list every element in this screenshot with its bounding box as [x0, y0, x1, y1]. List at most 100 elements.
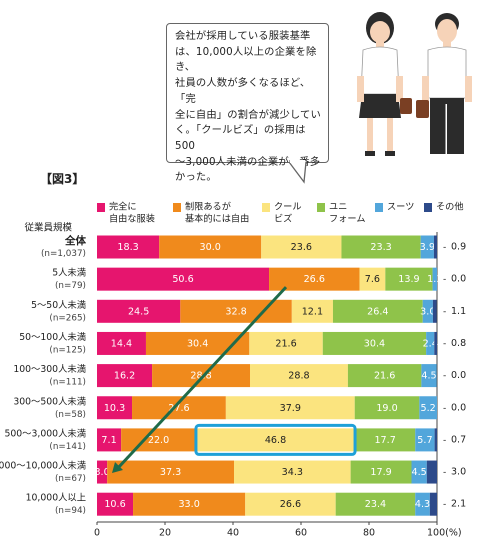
- bar-segment: [429, 492, 437, 516]
- highlight-box: [194, 423, 357, 456]
- data-label: 10.6: [104, 499, 125, 510]
- bar-segment: [245, 492, 336, 516]
- bar-segment: [354, 396, 420, 420]
- data-label: 0.0: [451, 274, 466, 285]
- bar-segment: [355, 428, 416, 452]
- category-label: 5～50人未満: [31, 299, 86, 311]
- bar-segment: [421, 364, 437, 388]
- trend-arrow-line: [115, 286, 288, 471]
- bar-segment: [415, 428, 435, 452]
- data-label: 18.3: [117, 242, 138, 253]
- data-label: 0.0: [451, 370, 466, 381]
- category-label: 全体: [64, 234, 86, 247]
- bar-segment: [341, 235, 421, 259]
- leader-dash: -: [443, 339, 446, 349]
- row-axis-title: 従業員規模: [24, 222, 72, 234]
- bar-segment: [434, 428, 437, 452]
- category-label: 500～3,000人未満: [4, 427, 86, 439]
- data-label: 33.0: [178, 499, 199, 510]
- bar-segment: [269, 267, 360, 291]
- bar-segment: [432, 267, 437, 291]
- data-label: 34.3: [282, 467, 303, 478]
- data-label: 4.5: [412, 467, 427, 478]
- data-label: 3.9: [420, 242, 435, 253]
- legend-label: クール: [274, 202, 302, 213]
- data-label: 10.3: [104, 403, 125, 414]
- bar-segment: [432, 299, 437, 323]
- data-label: 0.0: [451, 402, 466, 413]
- category-n-label: (n=1,037): [41, 249, 86, 259]
- data-label: 1.3: [427, 274, 442, 285]
- bar-segment: [225, 396, 355, 420]
- bar-segment: [97, 364, 153, 388]
- x-tick-label: 80: [363, 528, 375, 539]
- bar-segment: [415, 492, 430, 516]
- data-label: 17.9: [370, 467, 391, 478]
- callout-line: 会社が採用している服装基準: [175, 30, 311, 42]
- category-label: 10,000人以上: [26, 493, 86, 504]
- category-n-label: (n=67): [55, 474, 86, 484]
- data-label: 4.3: [415, 499, 430, 510]
- bar-segment: [152, 364, 250, 388]
- bar-segment: [97, 331, 146, 355]
- data-label: 16.2: [114, 371, 135, 382]
- male-worker-illustration: [416, 13, 472, 154]
- bar-segment: [426, 460, 437, 484]
- category-n-label: (n=94): [55, 506, 86, 516]
- bar-segment: [332, 299, 423, 323]
- data-label: 23.4: [365, 499, 386, 510]
- legend-label: スーツ: [387, 202, 414, 213]
- bar-segment: [420, 235, 434, 259]
- callout-line: ～3,000人未満の企業が一番多: [175, 155, 321, 168]
- bar-segment: [97, 267, 270, 291]
- category-n-label: (n=111): [49, 378, 86, 388]
- category-n-label: (n=141): [49, 442, 86, 452]
- legend-label: ビズ: [274, 213, 292, 225]
- bar-segment: [291, 299, 333, 323]
- data-label: 19.0: [376, 403, 397, 414]
- bar-segment: [97, 460, 108, 484]
- bar-segment: [234, 460, 351, 484]
- x-tick-label: 40: [227, 528, 239, 539]
- data-label: 30.4: [364, 338, 385, 349]
- trend-arrowhead: [112, 462, 123, 474]
- data-label: 32.8: [225, 306, 246, 317]
- category-label: 3,000～10,000人未満: [0, 460, 86, 472]
- data-label: 12.1: [302, 306, 323, 317]
- legend-swatch: [262, 203, 270, 212]
- category-label: 5人未満: [52, 267, 86, 279]
- data-label: 30.0: [200, 242, 221, 253]
- data-label: 7.1: [101, 435, 116, 446]
- data-label: 5.2: [421, 403, 436, 414]
- bar-segment: [97, 492, 134, 516]
- data-label: 3.0: [94, 467, 109, 478]
- data-label: 0.9: [451, 242, 466, 253]
- data-label: 3.0: [451, 467, 466, 478]
- callout-line: は、10,000人以上の企業を除き、: [175, 45, 317, 74]
- data-label: 24.5: [128, 306, 149, 317]
- female-worker-illustration: [357, 12, 412, 156]
- x-tick-label: 0: [94, 528, 100, 539]
- legend-swatch: [375, 203, 383, 212]
- bar-segment: [97, 396, 133, 420]
- legend-label: 制限あるが: [185, 201, 231, 213]
- data-label: 23.3: [370, 242, 391, 253]
- leader-dash: -: [443, 371, 446, 381]
- data-label: 2.1: [451, 499, 466, 510]
- leader-dash: -: [443, 275, 446, 285]
- data-label: 23.6: [291, 242, 312, 253]
- leader-dash: -: [443, 307, 446, 317]
- category-label: 300～500人未満: [13, 395, 86, 407]
- speech-bubble-tail: [288, 160, 307, 184]
- category-label: 50～100人未満: [19, 331, 86, 343]
- bar-segment: [422, 299, 433, 323]
- legend-label: 自由な服装: [109, 213, 155, 225]
- legend-label: ユニ: [329, 202, 347, 213]
- data-label: 27.6: [168, 403, 189, 414]
- x-tick-label: 100(%): [427, 528, 462, 539]
- bar-segment: [145, 331, 250, 355]
- data-label: 0.8: [451, 338, 466, 349]
- bar-segment: [180, 299, 292, 323]
- data-label: 26.6: [304, 274, 325, 285]
- data-label: 37.3: [160, 467, 181, 478]
